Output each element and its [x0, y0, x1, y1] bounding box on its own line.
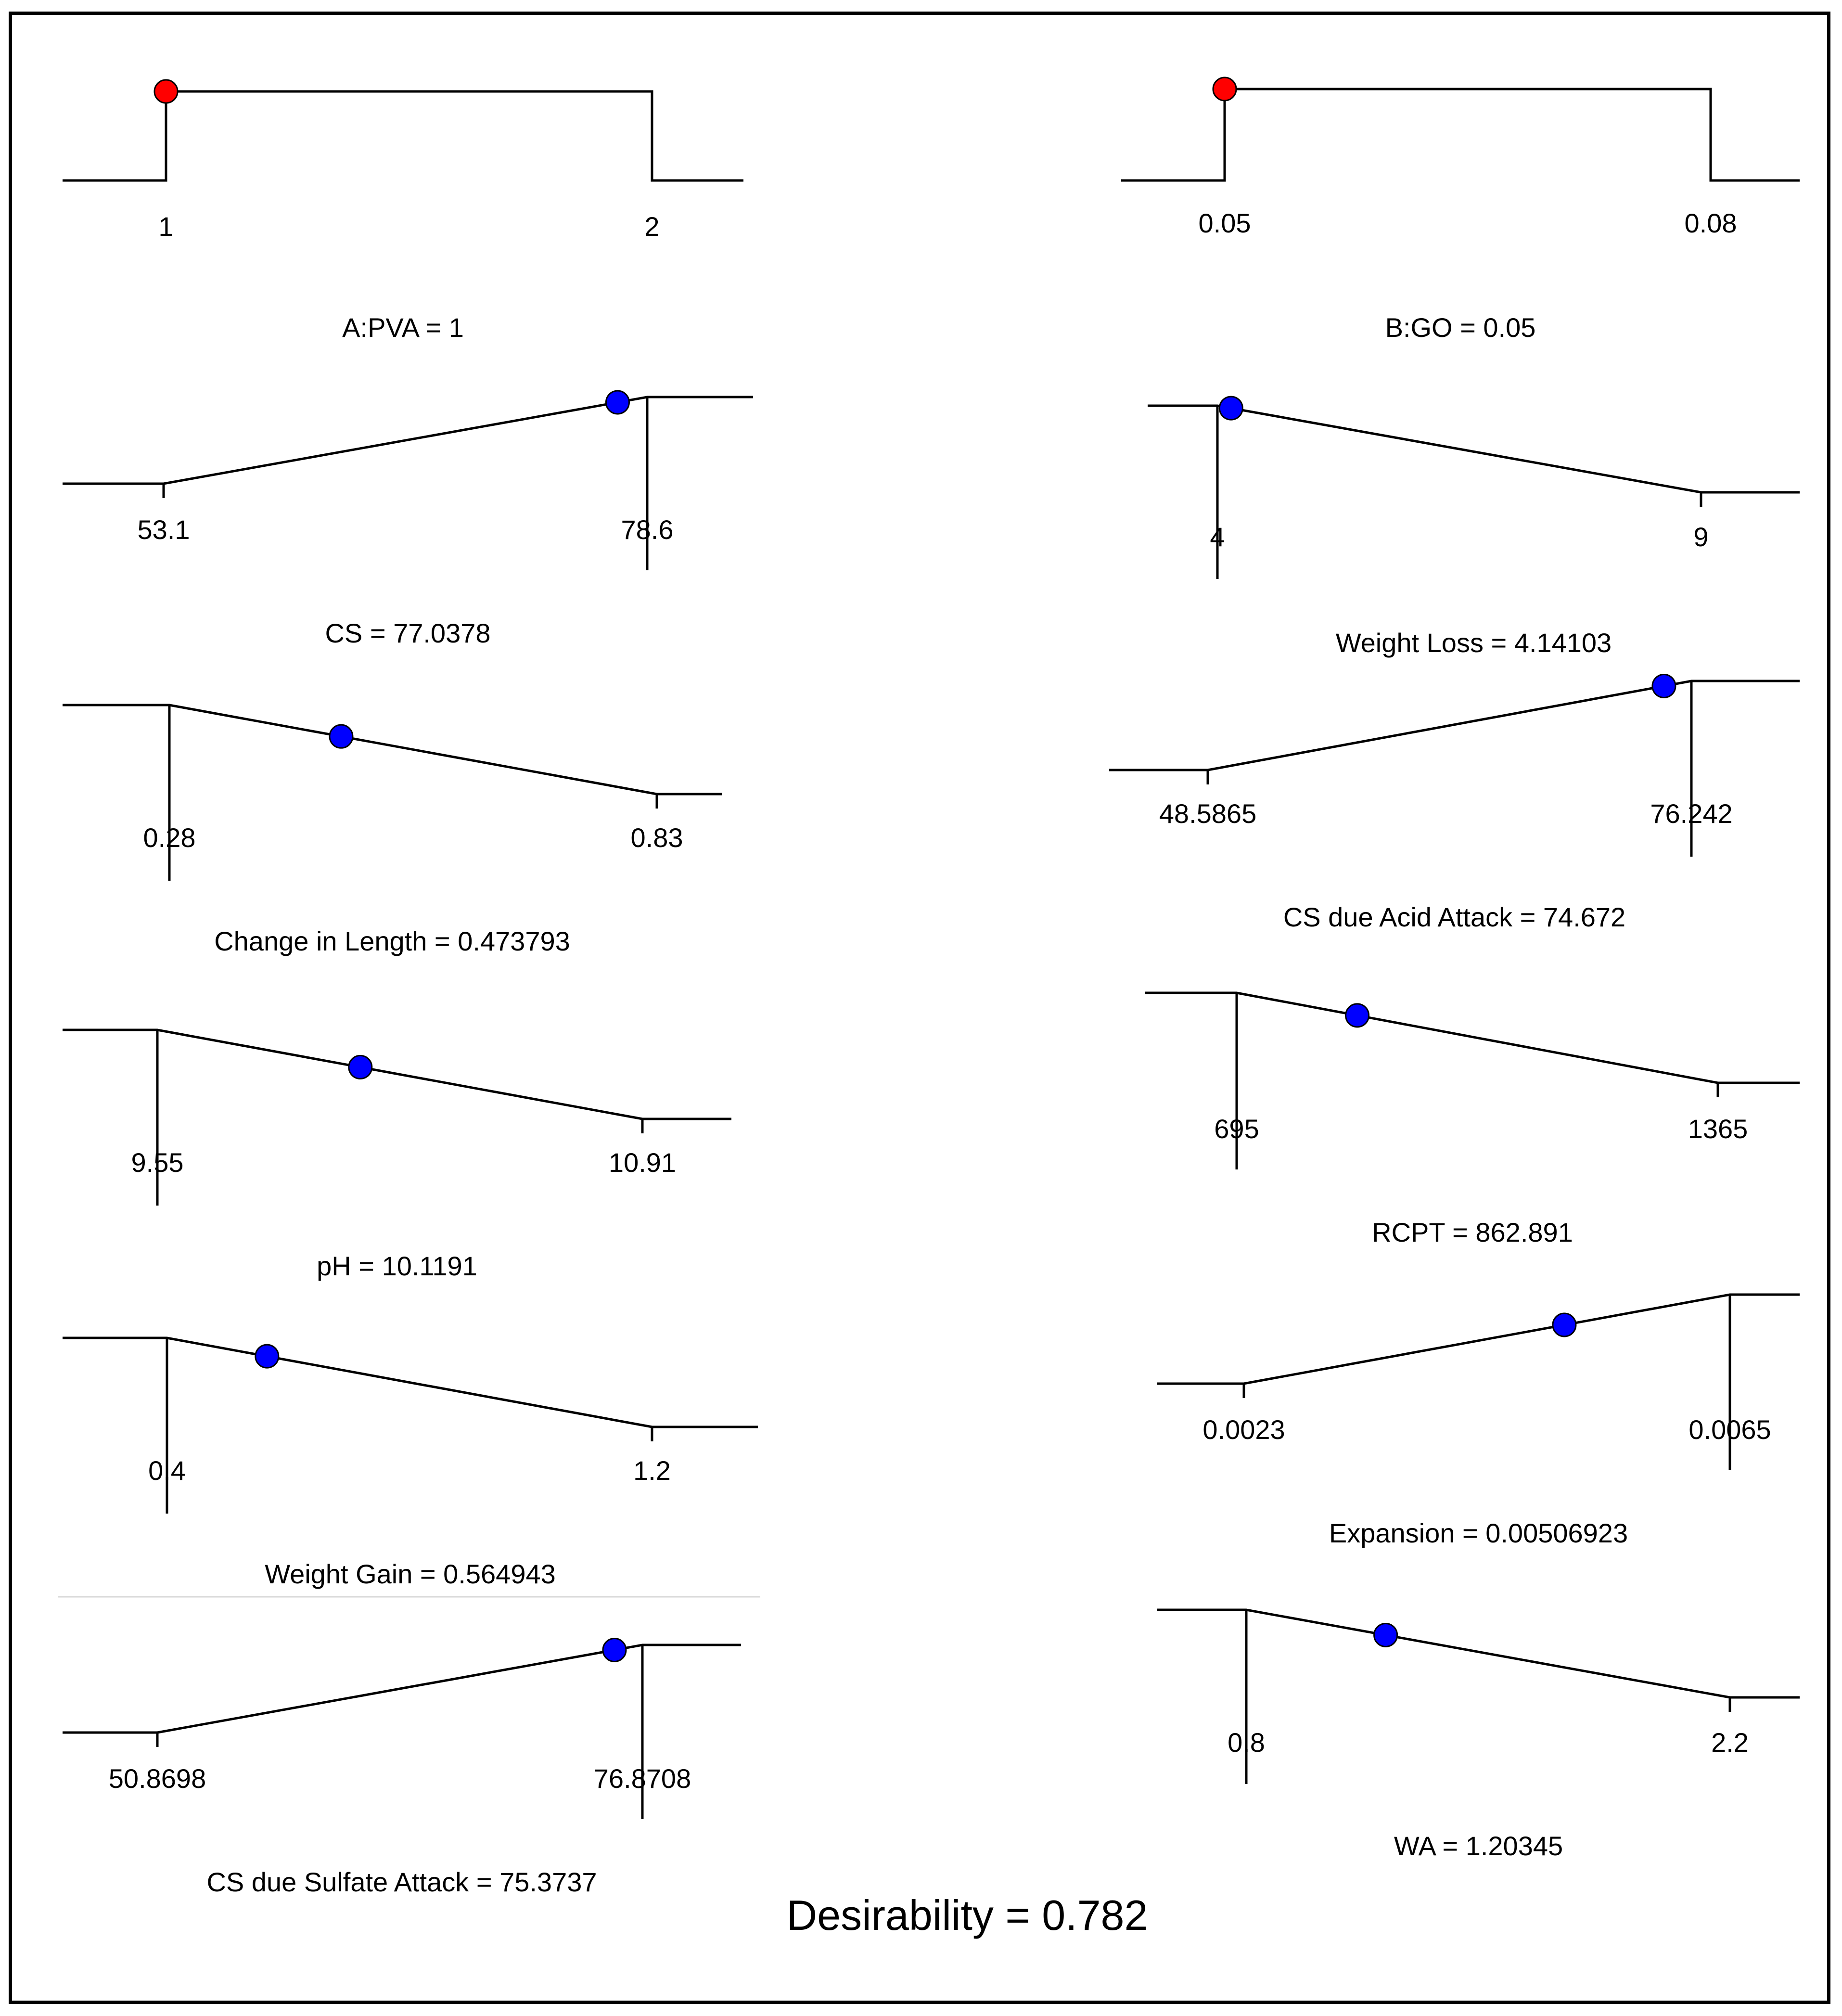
panel-title: Weight Gain = 0.564943 — [265, 1559, 556, 1589]
high-limit-label: 0.83 — [631, 822, 683, 853]
ramp-panel: 1 2 A:PVA = 1 — [63, 79, 743, 343]
response-prediction-marker — [1218, 396, 1243, 421]
ramp-panel: 0.8 2.2 WA = 1.20345 — [1157, 1608, 1800, 1861]
low-limit-label: 0.4 — [148, 1455, 186, 1486]
desirability-label: Desirability = 0.782 — [787, 1891, 1148, 1939]
low-limit-label: 1 — [158, 211, 173, 242]
response-prediction-marker — [1651, 674, 1676, 699]
panel-title: WA = 1.20345 — [1394, 1831, 1563, 1861]
panel-title: Expansion = 0.00506923 — [1329, 1518, 1628, 1548]
panel-title: A:PVA = 1 — [342, 312, 464, 343]
high-limit-label: 76.8708 — [594, 1763, 691, 1794]
desirability-ramp-line — [63, 1644, 741, 1734]
panel-title: Change in Length = 0.473793 — [214, 926, 570, 956]
desirability-ramp-line — [1109, 680, 1800, 771]
response-prediction-marker — [1373, 1622, 1398, 1647]
response-prediction-marker — [1552, 1312, 1577, 1337]
factor-setting-marker — [1212, 77, 1237, 102]
low-limit-label: 48.5865 — [1159, 798, 1256, 829]
panel-title: CS due Sulfate Attack = 75.3737 — [206, 1867, 597, 1897]
response-prediction-marker — [605, 390, 630, 415]
panel-title: CS due Acid Attack = 74.672 — [1283, 902, 1625, 932]
panel-title: RCPT = 862.891 — [1372, 1217, 1573, 1247]
high-limit-label: 2 — [644, 211, 659, 242]
response-prediction-marker — [255, 1344, 280, 1369]
high-limit-label: 9 — [1693, 522, 1708, 552]
desirability-ramp-line — [63, 1028, 731, 1120]
desirability-ramp-line — [1157, 1293, 1800, 1385]
low-limit-label: 0.8 — [1228, 1727, 1265, 1758]
low-limit-label: 0.0023 — [1202, 1414, 1285, 1445]
high-limit-label: 10.91 — [609, 1147, 676, 1178]
high-limit-label: 76.242 — [1650, 798, 1732, 829]
ramp-panel: 4 9 Weight Loss = 4.14103 — [1148, 396, 1800, 658]
high-limit-label: 78.6 — [621, 514, 674, 545]
chart-frame — [9, 12, 1830, 2004]
desirability-ramp-line — [63, 90, 743, 182]
ramp-panel: 695 1365 RCPT = 862.891 — [1145, 991, 1800, 1247]
desirability-ramp-line — [63, 704, 722, 796]
desirability-ramp-line — [1145, 991, 1800, 1084]
high-limit-label: 0.08 — [1685, 208, 1737, 238]
desirability-ramp-line — [63, 396, 753, 485]
low-limit-label: 0.05 — [1199, 208, 1251, 238]
panel-title: B:GO = 0.05 — [1385, 312, 1536, 343]
ramp-panel: 0.28 0.83 Change in Length = 0.473793 — [63, 704, 722, 956]
low-limit-label: 50.8698 — [109, 1763, 206, 1794]
response-prediction-marker — [1345, 1003, 1370, 1028]
ramp-panel: 9.55 10.91 pH = 10.1191 — [63, 1028, 731, 1281]
high-limit-label: 2.2 — [1711, 1727, 1749, 1758]
response-prediction-marker — [329, 724, 354, 749]
low-limit-label: 53.1 — [138, 514, 190, 545]
panel-title: Weight Loss = 4.14103 — [1336, 628, 1612, 658]
low-limit-label: 695 — [1214, 1114, 1259, 1144]
factor-setting-marker — [154, 79, 179, 104]
ramp-panel: 0.0023 0.0065 Expansion = 0.00506923 — [1157, 1293, 1800, 1548]
high-limit-label: 1.2 — [633, 1455, 671, 1486]
desirability-ramp-line — [1121, 88, 1800, 182]
desirability-ramp-line — [1157, 1608, 1800, 1699]
ramp-panel: 48.5865 76.242 CS due Acid Attack = 74.672 — [1109, 674, 1800, 932]
desirability-ramp-line — [63, 1336, 758, 1428]
ramp-panel: 50.8698 76.8708 CS due Sulfate Attack = 75… — [63, 1637, 741, 1897]
ramp-panel: 0.4 1.2 Weight Gain = 0.564943 — [63, 1336, 758, 1589]
low-limit-label: 4 — [1210, 522, 1225, 552]
response-prediction-marker — [602, 1637, 627, 1662]
ramp-panel: 0.05 0.08 B:GO = 0.05 — [1121, 77, 1800, 343]
panel-title: pH = 10.1191 — [317, 1251, 477, 1281]
ramp-panel: 53.1 78.6 CS = 77.0378 — [63, 390, 753, 648]
desirability-ramp-line — [1148, 404, 1800, 494]
high-limit-label: 0.0065 — [1688, 1414, 1771, 1445]
response-prediction-marker — [348, 1054, 373, 1079]
low-limit-label: 0.28 — [143, 822, 196, 853]
high-limit-label: 1365 — [1688, 1114, 1748, 1144]
ramp-panels: 1 2 A:PVA = 1 0.05 0.08 B:GO = 0.05 53.1 78.6 CS… — [63, 77, 1800, 1897]
panel-title: CS = 77.0378 — [325, 618, 490, 648]
low-limit-label: 9.55 — [131, 1147, 184, 1178]
